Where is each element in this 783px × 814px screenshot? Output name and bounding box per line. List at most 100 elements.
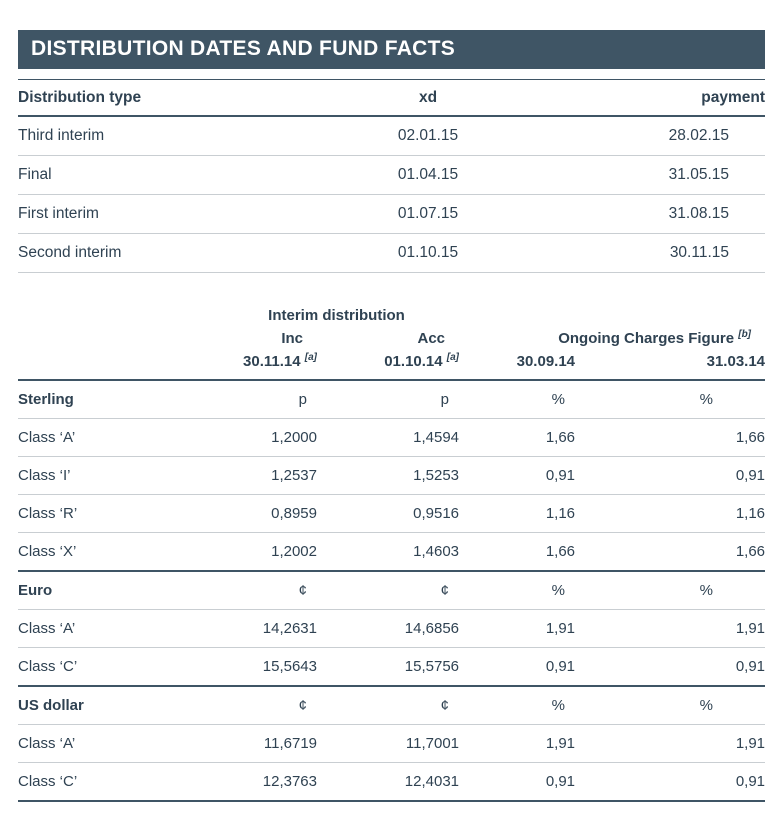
- table-row: Second interim 01.10.15 30.11.15: [18, 233, 765, 273]
- cell-payment-date: 31.05.15: [558, 155, 765, 195]
- cell-xd-date: 01.07.15: [298, 194, 558, 234]
- share-class-row: Class ‘A’ 11,6719 11,7001 1,91 1,91: [18, 724, 766, 763]
- acc-date-header: 01.10.14 [a]: [317, 350, 460, 381]
- share-class-name: Class ‘A’: [18, 418, 214, 457]
- cell-distribution-type: First interim: [18, 194, 298, 234]
- ocf2-value: 1,91: [575, 609, 766, 648]
- ocf1-unit: %: [459, 570, 576, 610]
- inc-value: 0,8959: [214, 494, 317, 533]
- cell-distribution-type: Second interim: [18, 233, 298, 273]
- table-row: First interim 01.07.15 31.08.15: [18, 194, 765, 234]
- inc-column-label: Inc: [281, 330, 303, 347]
- share-class-name: Class ‘C’: [18, 762, 214, 802]
- share-class-row: Class ‘C’ 12,3763 12,4031 0,91 0,91: [18, 762, 766, 802]
- share-class-row: Class ‘I’ 1,2537 1,5253 0,91 0,91: [18, 456, 766, 495]
- footnote-marker-a: [a]: [446, 352, 460, 363]
- ocf2-unit: %: [575, 570, 766, 610]
- ocf2-value: 1,66: [575, 418, 766, 457]
- currency-name: US dollar: [18, 685, 214, 725]
- distribution-dates-table: Distribution type xd payment Third inter…: [18, 79, 765, 273]
- cell-distribution-type: Third interim: [18, 116, 298, 156]
- acc-value: 0,9516: [317, 494, 460, 533]
- share-class-row: Class ‘A’ 14,2631 14,6856 1,91 1,91: [18, 609, 766, 648]
- acc-value: 12,4031: [317, 762, 460, 802]
- share-class-row: Class ‘X’ 1,2002 1,4603 1,66 1,66: [18, 532, 766, 572]
- currency-section-row: Euro ¢ ¢ % %: [18, 570, 766, 610]
- empty-cell: [18, 327, 214, 350]
- inc-value: 14,2631: [214, 609, 317, 648]
- acc-date: 01.10.14: [384, 353, 443, 370]
- share-class-name: Class ‘C’: [18, 647, 214, 687]
- currency-section-row: Sterling p p % %: [18, 379, 766, 419]
- cell-xd-date: 01.04.15: [298, 155, 558, 195]
- acc-column-label: Acc: [417, 330, 446, 347]
- empty-cell: [18, 350, 214, 381]
- cell-payment-date: 28.02.15: [558, 116, 765, 156]
- cell-xd-date: 02.01.15: [298, 116, 558, 156]
- acc-value: 15,5756: [317, 647, 460, 687]
- ocf-date-2-header: 31.03.14: [575, 350, 766, 381]
- acc-value: 1,4603: [317, 532, 460, 572]
- ocf2-value: 1,66: [575, 532, 766, 572]
- cell-xd-date: 01.10.15: [298, 233, 558, 273]
- cell-payment-date: 30.11.15: [558, 233, 765, 273]
- table-row: Final 01.04.15 31.05.15: [18, 155, 765, 195]
- fund-facts-date-header-row: 30.11.14 [a] 01.10.14 [a] 30.09.14 31.03…: [18, 350, 766, 381]
- ocf2-value: 0,91: [575, 647, 766, 687]
- share-class-name: Class ‘X’: [18, 532, 214, 572]
- empty-cell: [18, 307, 214, 327]
- inc-date-header: 30.11.14 [a]: [214, 350, 317, 381]
- ocf1-value: 1,91: [459, 724, 576, 763]
- fund-facts-group-header-row: Interim distribution: [18, 307, 765, 327]
- ocf1-value: 0,91: [459, 762, 576, 802]
- currency-name: Sterling: [18, 379, 214, 419]
- column-header-xd: xd: [298, 79, 558, 117]
- fund-facts-subheader-row: Inc Acc Ongoing Charges Figure [b]: [18, 327, 765, 350]
- ocf2-unit: %: [575, 685, 766, 725]
- fund-facts-table: Interim distribution Inc Acc Ongoing Cha…: [18, 307, 766, 802]
- ocf1-value: 0,91: [459, 647, 576, 687]
- inc-value: 1,2000: [214, 418, 317, 457]
- ocf1-unit: %: [459, 379, 576, 419]
- ocf2-value: 0,91: [575, 762, 766, 802]
- section-title: DISTRIBUTION DATES AND FUND FACTS: [31, 37, 456, 60]
- ocf1-value: 1,66: [459, 418, 576, 457]
- currency-section-row: US dollar ¢ ¢ % %: [18, 685, 766, 725]
- inc-date: 30.11.14: [243, 353, 301, 370]
- ocf1-value: 1,16: [459, 494, 576, 533]
- acc-value: 11,7001: [317, 724, 460, 763]
- inc-value: 11,6719: [214, 724, 317, 763]
- table-row: Third interim 02.01.15 28.02.15: [18, 116, 765, 156]
- share-class-name: Class ‘I’: [18, 456, 214, 495]
- ocf2-value: 1,16: [575, 494, 766, 533]
- ocf1-value: 1,66: [459, 532, 576, 572]
- ocf1-value: 0,91: [459, 456, 576, 495]
- cell-payment-date: 31.08.15: [558, 194, 765, 234]
- footnote-marker-a: [a]: [304, 352, 317, 363]
- inc-value: 12,3763: [214, 762, 317, 802]
- acc-unit: ¢: [317, 570, 460, 610]
- acc-value: 1,5253: [317, 456, 460, 495]
- ongoing-charges-figure-header: Ongoing Charges Figure [b]: [459, 327, 765, 350]
- share-class-row: Class ‘R’ 0,8959 0,9516 1,16 1,16: [18, 494, 766, 533]
- currency-name: Euro: [18, 570, 214, 610]
- ocf2-unit: %: [575, 379, 766, 419]
- ocf1-value: 1,91: [459, 609, 576, 648]
- inc-value: 1,2537: [214, 456, 317, 495]
- ocf-date-1-header: 30.09.14: [459, 350, 576, 381]
- interim-distribution-header: Interim distribution: [268, 307, 405, 324]
- share-class-row: Class ‘A’ 1,2000 1,4594 1,66 1,66: [18, 418, 766, 457]
- share-class-name: Class ‘A’: [18, 609, 214, 648]
- acc-value: 1,4594: [317, 418, 460, 457]
- ocf1-unit: %: [459, 685, 576, 725]
- inc-value: 15,5643: [214, 647, 317, 687]
- footnote-marker-b: [b]: [738, 329, 752, 340]
- ocf-header-label: Ongoing Charges Figure: [558, 330, 735, 347]
- empty-cell: [459, 307, 765, 327]
- ocf2-value: 0,91: [575, 456, 766, 495]
- cell-distribution-type: Final: [18, 155, 298, 195]
- column-header-distribution-type: Distribution type: [18, 79, 298, 117]
- acc-unit: p: [317, 379, 460, 419]
- inc-unit: p: [214, 379, 317, 419]
